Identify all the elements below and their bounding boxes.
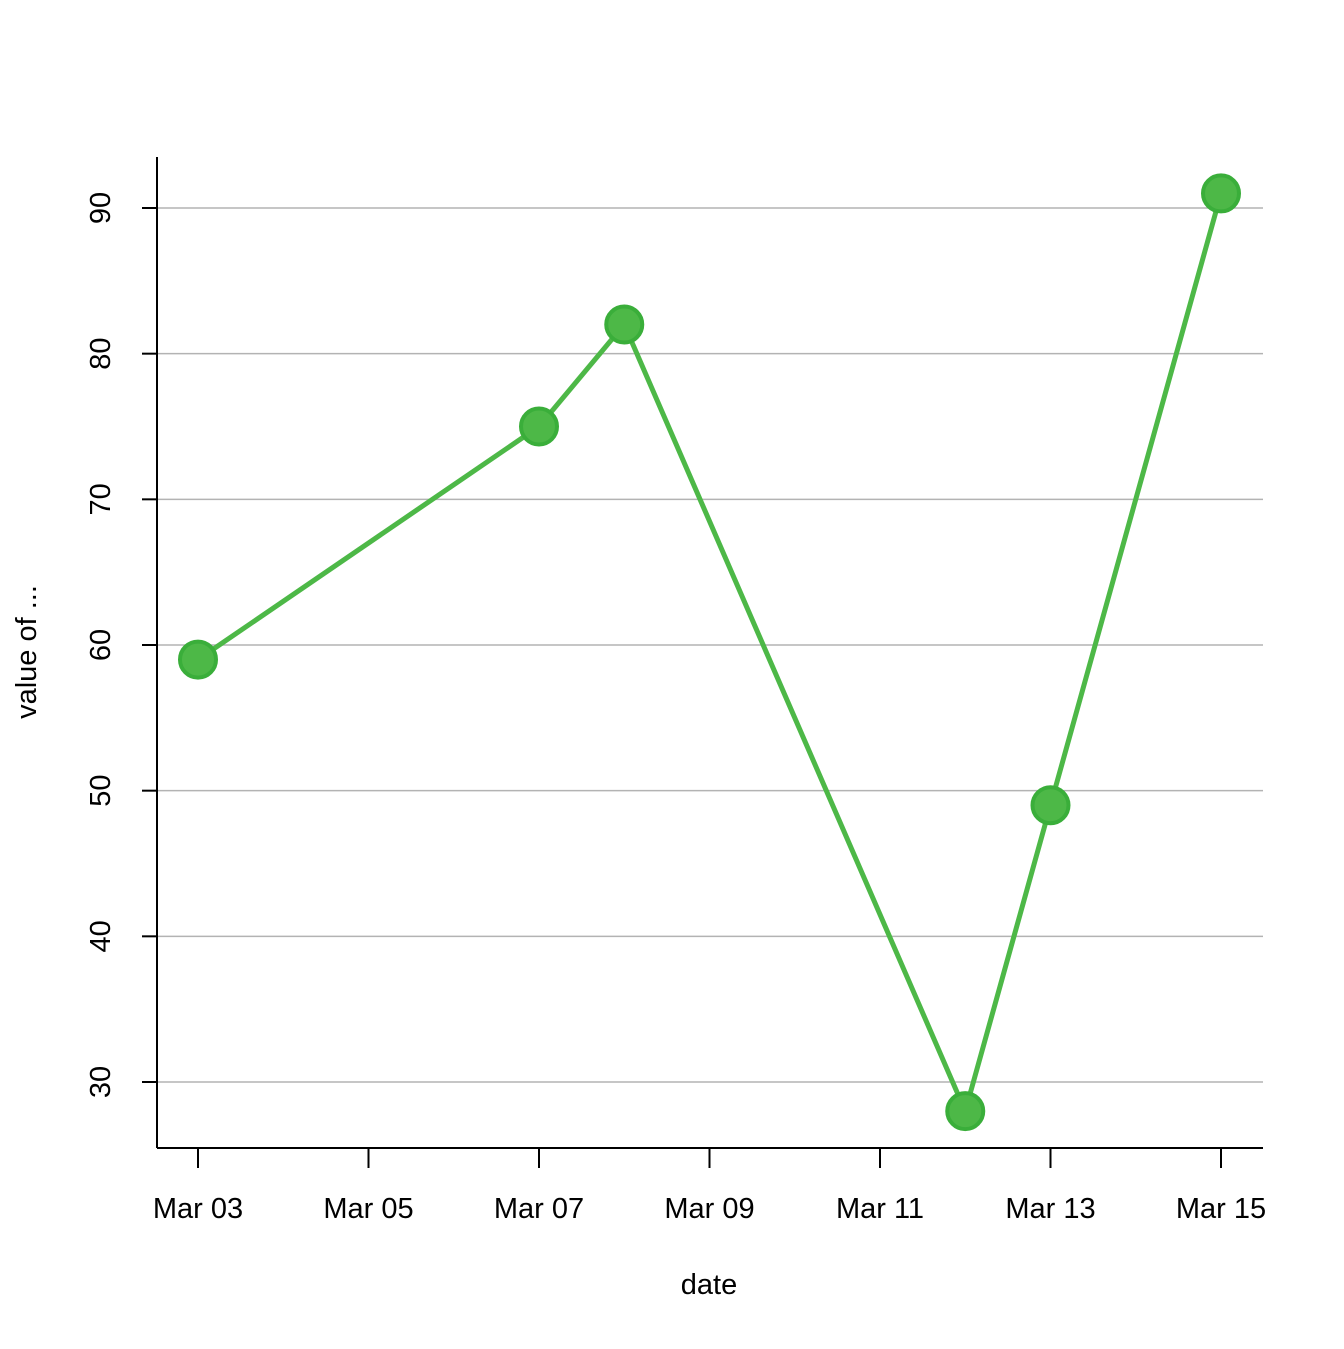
y-tick-label-90: 90 xyxy=(85,192,117,224)
data-point-mar-12 xyxy=(945,1091,986,1132)
x-tick-label-3: Mar 09 xyxy=(664,1193,754,1225)
data-point-mar-08 xyxy=(604,304,645,345)
x-axis-title: date xyxy=(681,1269,737,1301)
x-tick-label-4: Mar 11 xyxy=(836,1193,924,1225)
grid-layer xyxy=(157,207,1263,1083)
y-tick-label-60: 60 xyxy=(85,629,117,661)
y-tick-label-80: 80 xyxy=(85,338,117,370)
data-point-mar-15 xyxy=(1201,173,1241,214)
x-tick-label-6: Mar 15 xyxy=(1176,1193,1266,1225)
x-tick-label-5: Mar 13 xyxy=(1005,1193,1095,1225)
data-point-mar-13 xyxy=(1030,785,1071,826)
data-point-mar-07 xyxy=(519,406,559,447)
y-tick-label-70: 70 xyxy=(85,483,117,515)
axis-layer xyxy=(156,157,1263,1149)
x-tick-label-2: Mar 07 xyxy=(494,1193,584,1225)
x-tick-label-0: Mar 03 xyxy=(153,1193,243,1225)
y-tick-label-40: 40 xyxy=(85,920,117,952)
y-axis-title: value of ... xyxy=(11,585,43,719)
x-ticks: Mar 03 Mar 05 Mar 07 Mar 09 Mar 11 Mar 13 Mar … xyxy=(153,1148,1266,1225)
y-tick-label-50: 50 xyxy=(85,775,117,807)
series-line-0 xyxy=(196,192,1224,1114)
y-ticks: 30 40 50 60 70 80 90 xyxy=(85,192,157,1098)
x-tick-label-1: Mar 05 xyxy=(323,1193,413,1225)
y-tick-label-30: 30 xyxy=(85,1066,117,1098)
data-point-mar-03 xyxy=(178,639,218,680)
series-layer xyxy=(178,173,1241,1132)
